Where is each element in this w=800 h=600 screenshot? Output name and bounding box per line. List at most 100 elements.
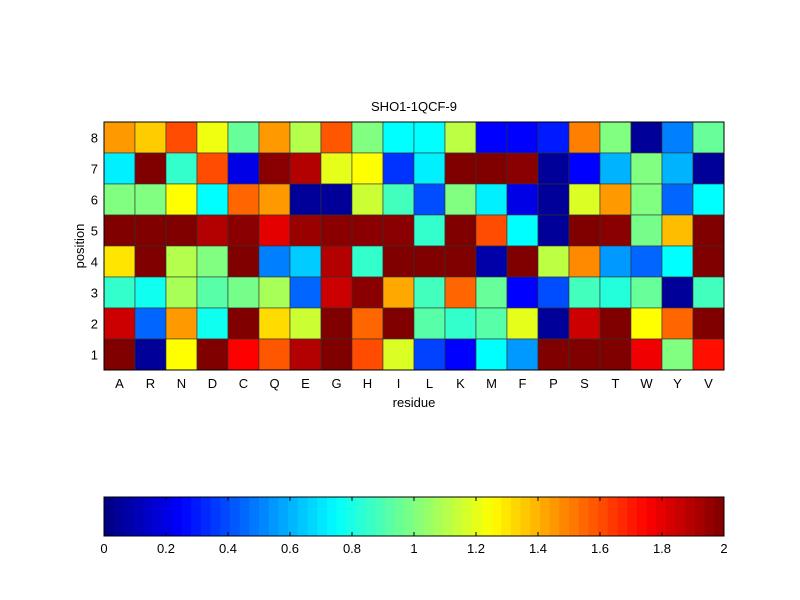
colorbar-swatch <box>297 497 308 536</box>
heatmap-cell-2-L <box>413 307 446 340</box>
heatmap-cell-7-C <box>227 152 260 185</box>
heatmap-cell-4-N <box>165 245 198 278</box>
heatmap-cell-3-I <box>382 276 415 309</box>
y-tick-labels: 8 7 6 5 4 3 2 1 <box>91 131 98 363</box>
heatmap-cell-2-M <box>475 307 508 340</box>
heatmap-cell-6-V <box>692 183 725 216</box>
heatmap-cell-2-Y <box>661 307 694 340</box>
heatmap-cell-7-N <box>165 152 198 185</box>
heatmap-cell-8-C <box>227 121 260 154</box>
heatmap-cell-7-A <box>103 152 136 185</box>
colorbar-swatch <box>317 497 328 536</box>
heatmap-cells <box>103 121 725 371</box>
heatmap-cell-7-R <box>134 152 167 185</box>
heatmap-cell-4-M <box>475 245 508 278</box>
colorbar-swatch <box>326 497 337 536</box>
colorbar-swatch <box>113 497 124 536</box>
heatmap-cell-8-G <box>320 121 353 154</box>
heatmap-cell-3-D <box>196 276 229 309</box>
colorbar-swatch <box>133 497 144 536</box>
heatmap-cell-4-D <box>196 245 229 278</box>
colorbar-swatch <box>123 497 134 536</box>
heatmap-cell-4-S <box>568 245 601 278</box>
colorbar-swatch <box>588 497 599 536</box>
heatmap-cell-8-F <box>506 121 539 154</box>
heatmap-cell-1-P <box>537 338 570 371</box>
colorbar-tick-label: 1.2 <box>467 541 485 556</box>
heatmap-cell-5-A <box>103 214 136 247</box>
heatmap-cell-3-L <box>413 276 446 309</box>
heatmap-cell-5-S <box>568 214 601 247</box>
colorbar-swatch <box>365 497 376 536</box>
heatmap-cell-3-W <box>630 276 663 309</box>
heatmap-cell-2-A <box>103 307 136 340</box>
heatmap-cell-7-E <box>289 152 322 185</box>
heatmap-cell-5-G <box>320 214 353 247</box>
heatmap-cell-1-A <box>103 338 136 371</box>
heatmap-cell-6-K <box>444 183 477 216</box>
heatmap-cell-5-C <box>227 214 260 247</box>
colorbar-tick-label: 1.6 <box>591 541 609 556</box>
heatmap-cell-7-P <box>537 152 570 185</box>
heatmap-cell-8-P <box>537 121 570 154</box>
heatmap-cell-1-Q <box>258 338 291 371</box>
heatmap-cell-1-M <box>475 338 508 371</box>
heatmap-cell-6-L <box>413 183 446 216</box>
heatmap-cell-6-S <box>568 183 601 216</box>
colorbar-tick-label: 0.4 <box>219 541 237 556</box>
heatmap-cell-4-W <box>630 245 663 278</box>
x-axis-label: residue <box>393 395 436 410</box>
heatmap-cell-1-V <box>692 338 725 371</box>
heatmap-cell-1-N <box>165 338 198 371</box>
heatmap-cell-3-M <box>475 276 508 309</box>
x-tick-label: D <box>208 376 217 391</box>
colorbar-swatch <box>278 497 289 536</box>
colorbar-tick-label: 0.8 <box>343 541 361 556</box>
heatmap-cell-1-G <box>320 338 353 371</box>
heatmap-cell-5-W <box>630 214 663 247</box>
heatmap-cell-6-A <box>103 183 136 216</box>
x-tick-label: H <box>363 376 372 391</box>
y-tick-label: 5 <box>91 224 98 239</box>
colorbar-swatch <box>191 497 202 536</box>
heatmap-cell-3-T <box>599 276 632 309</box>
heatmap-cell-2-F <box>506 307 539 340</box>
colorbar-swatch <box>346 497 357 536</box>
y-tick-label: 8 <box>91 131 98 146</box>
heatmap-cell-3-G <box>320 276 353 309</box>
colorbar-swatch <box>501 497 512 536</box>
heatmap-cell-1-F <box>506 338 539 371</box>
colorbar-swatch <box>472 497 483 536</box>
heatmap-cell-1-L <box>413 338 446 371</box>
heatmap-cell-6-Y <box>661 183 694 216</box>
colorbar-swatch <box>462 497 473 536</box>
colorbar-swatch <box>104 497 115 536</box>
heatmap-cell-7-K <box>444 152 477 185</box>
heatmap-cell-4-F <box>506 245 539 278</box>
heatmap-cell-6-E <box>289 183 322 216</box>
x-tick-label: S <box>580 376 589 391</box>
heatmap-cell-3-V <box>692 276 725 309</box>
colorbar-swatch <box>171 497 182 536</box>
colorbar-swatch <box>549 497 560 536</box>
heatmap-cell-8-N <box>165 121 198 154</box>
heatmap-cell-3-Q <box>258 276 291 309</box>
colorbar-swatch <box>559 497 570 536</box>
heatmap-cell-7-M <box>475 152 508 185</box>
heatmap-cell-8-W <box>630 121 663 154</box>
colorbar-swatch <box>694 497 706 536</box>
heatmap-cell-7-V <box>692 152 725 185</box>
heatmap-cell-4-E <box>289 245 322 278</box>
chart-title: SHO1-1QCF-9 <box>371 99 457 114</box>
heatmap-cell-2-C <box>227 307 260 340</box>
heatmap-cell-1-D <box>196 338 229 371</box>
heatmap-cell-1-W <box>630 338 663 371</box>
colorbar-tick-label: 0.6 <box>281 541 299 556</box>
heatmap-cell-1-S <box>568 338 601 371</box>
colorbar-swatch <box>394 497 405 536</box>
heatmap-cell-1-T <box>599 338 632 371</box>
heatmap-cell-8-H <box>351 121 384 154</box>
heatmap-cell-8-V <box>692 121 725 154</box>
heatmap-cell-8-L <box>413 121 446 154</box>
heatmap-cell-2-R <box>134 307 167 340</box>
